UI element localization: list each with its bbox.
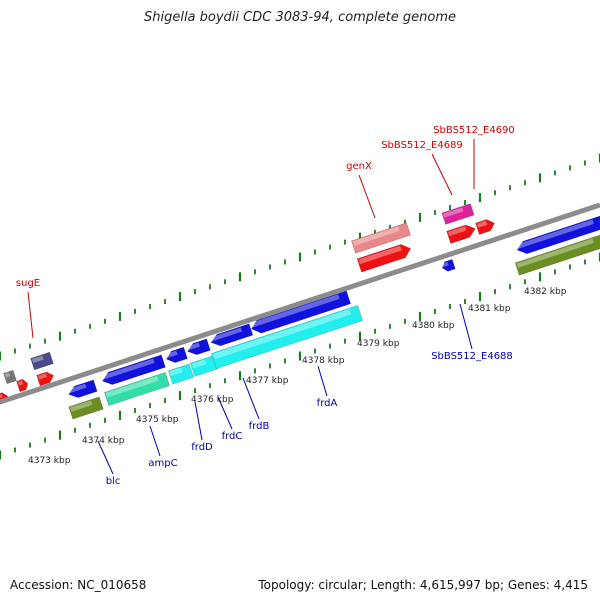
kbp-scale-labels: 4373 kbp 4374 kbp 4375 kbp 4376 kbp 4377 kbp…	[28, 287, 567, 466]
gene-label: frdD	[191, 442, 213, 453]
gene-feature	[3, 369, 17, 385]
gene-feature	[446, 224, 476, 244]
label-connector	[27, 291, 34, 339]
label-connector	[194, 401, 203, 441]
kbp-label: 4376 kbp	[191, 395, 234, 405]
gene-feature	[351, 222, 411, 254]
label-connector	[242, 377, 260, 420]
gene-feature	[514, 234, 600, 276]
gene-feature	[165, 346, 188, 363]
gene-feature	[356, 244, 412, 273]
map-title: Shigella boydii CDC 3083-94, complete ge…	[143, 10, 457, 25]
gene-label: genX	[346, 161, 372, 172]
kbp-label: 4377 kbp	[246, 376, 289, 386]
gene-feature	[36, 371, 55, 387]
gene-feature	[441, 258, 456, 272]
gene-feature	[167, 363, 195, 385]
kbp-label: 4382 kbp	[524, 287, 567, 297]
gene-feature	[516, 215, 600, 255]
kbp-label: 4375 kbp	[136, 415, 179, 425]
gene-feature	[104, 371, 170, 407]
kbp-label: 4374 kbp	[82, 436, 125, 446]
genome-summary: Topology: circular; Length: 4,615,997 bp…	[258, 578, 588, 592]
tick-marks	[0, 153, 600, 460]
gene-label: SbBS512_E4688	[431, 351, 513, 362]
gene-feature	[30, 351, 54, 371]
gene-label: SbBS512_E4689	[381, 140, 463, 151]
gene-label: ampC	[148, 458, 177, 469]
gene-feature	[186, 338, 211, 356]
kbp-label: 4381 kbp	[468, 304, 511, 314]
label-connector	[149, 425, 161, 457]
gene-feature	[16, 378, 29, 393]
gene-feature	[210, 305, 364, 369]
gene-label: frdB	[249, 421, 270, 432]
label-connector	[459, 303, 473, 350]
label-connector	[317, 365, 328, 397]
kbp-label: 4380 kbp	[412, 321, 455, 331]
genome-backbone	[0, 202, 600, 405]
gene-label: frdC	[222, 431, 243, 442]
gene-label: frdA	[317, 398, 338, 409]
kbp-label: 4373 kbp	[28, 456, 71, 466]
gene-feature	[68, 396, 104, 420]
gene-label: SbBS512_E4690	[433, 125, 515, 136]
label-connector	[431, 153, 453, 196]
gene-feature	[441, 203, 475, 225]
label-connector	[217, 396, 233, 430]
gene-label: blc	[106, 476, 121, 487]
gene-feature	[190, 355, 218, 377]
gene-label: sugE	[16, 278, 40, 289]
label-connector	[358, 174, 376, 219]
gene-feature	[210, 323, 254, 347]
gene-feature	[101, 354, 166, 385]
gene-feature	[68, 379, 98, 398]
label-connector	[97, 440, 114, 475]
gene-feature	[475, 219, 495, 235]
kbp-label: 4378 kbp	[302, 356, 345, 366]
kbp-label: 4379 kbp	[357, 339, 400, 349]
feature-tracks	[0, 203, 600, 420]
accession-label: Accession: NC_010658	[10, 578, 147, 592]
